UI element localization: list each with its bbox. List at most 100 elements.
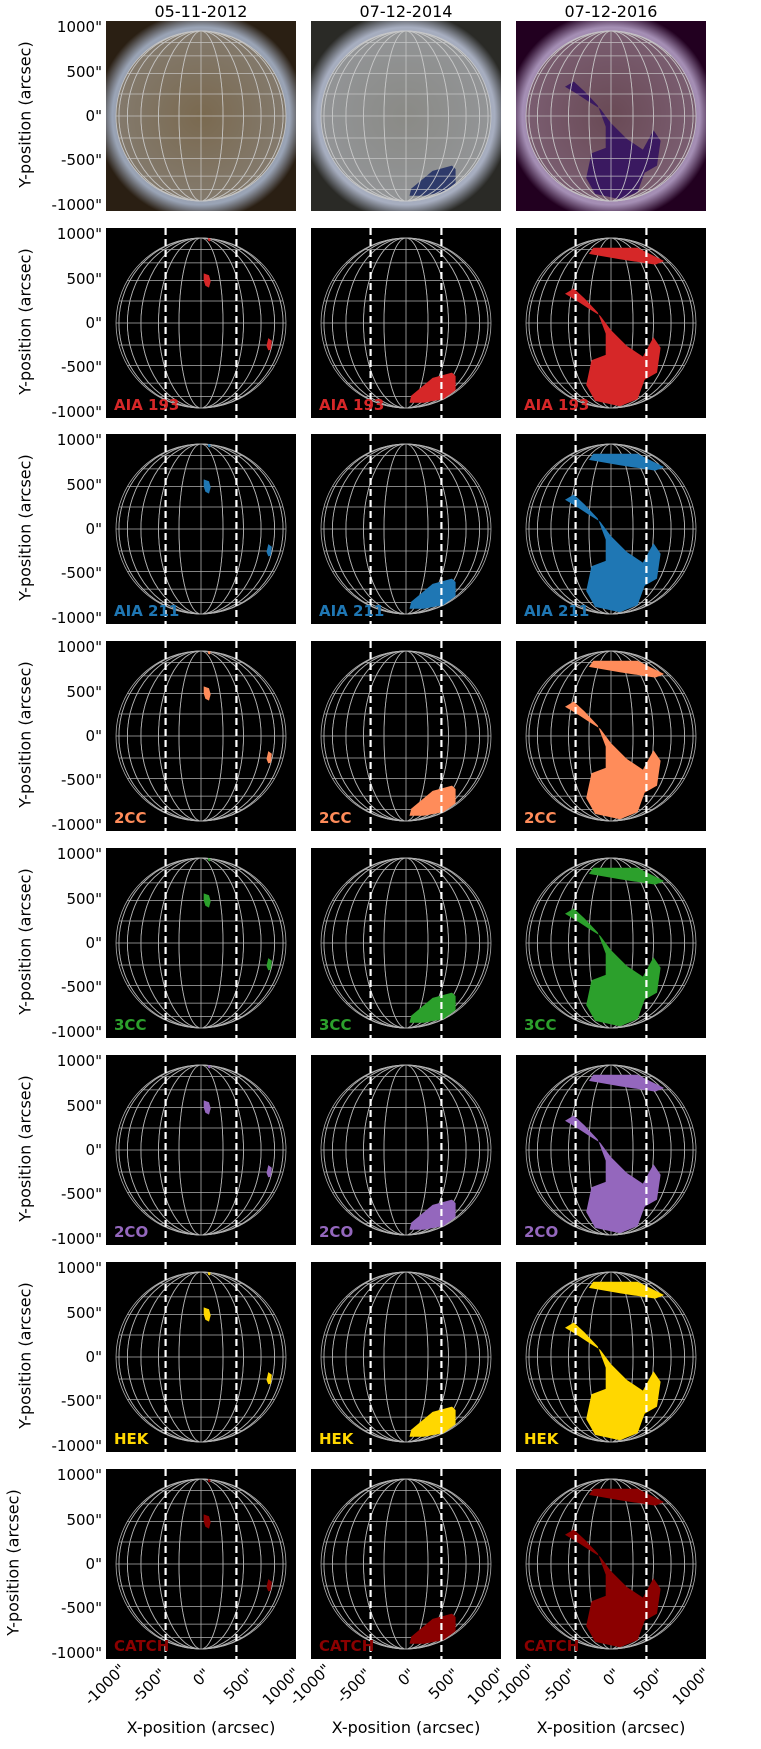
map-panel: CATCH [516,1469,706,1659]
y-tick-label: -1000" [51,1229,103,1248]
coronal-hole-region [203,1307,211,1322]
y-tick-label: 0" [85,1555,102,1573]
map-panel [516,21,706,211]
map-panel: 2CC [311,641,501,831]
coronal-hole-region [565,288,661,407]
map-panel: CATCH [106,1469,296,1659]
y-tick-label: 0" [85,934,102,952]
y-tick-label: -1000" [51,1436,103,1455]
x-tick-label: 500" [630,1665,668,1703]
coronal-hole-region [588,1488,665,1506]
map-panel: 2CO [106,1055,296,1245]
coronal-hole-region [266,1372,272,1385]
y-axis-label: Y-position (arcsec) [3,1489,23,1636]
y-tick-label: 500" [66,682,102,701]
y-tick-label: 500" [66,269,102,288]
y-tick-label: -1000" [51,1022,103,1041]
y-tick-label: 500" [66,1303,102,1322]
coronal-hole-region [266,1579,272,1592]
method-label: AIA 193 [524,396,590,414]
method-label: CATCH [319,1637,375,1655]
coronal-hole-region [266,338,272,351]
map-panel: HEK [516,1262,706,1452]
map-panel: 3CC [311,848,501,1038]
coronal-hole-region [266,751,272,764]
method-label: 2CO [524,1223,559,1241]
coronal-hole-region [203,1514,211,1529]
map-panel: CATCH [311,1469,501,1659]
map-panel: 2CC [106,641,296,831]
coronal-hole-region [565,1322,661,1441]
coronal-hole-region [208,444,211,448]
map-panel: AIA 193 [106,228,296,418]
coronal-hole-region [588,247,665,265]
column-title: 05-11-2012 [154,2,248,21]
coronal-hole-region [266,544,272,557]
coronal-hole-region [588,867,665,885]
y-tick-label: -1000" [51,1643,103,1662]
map-panel: AIA 211 [516,434,706,624]
coronal-hole-region [266,958,272,971]
y-tick-label: 500" [66,475,102,494]
coronal-hole-region [409,1406,456,1437]
coronal-hole-region [565,1115,661,1234]
coronal-hole-region [208,1479,211,1483]
coronal-hole-region [409,372,456,403]
x-tick-label: 1000" [668,1664,714,1709]
coronal-hole-region [565,494,661,613]
y-tick-label: -500" [61,1392,102,1411]
coronal-hole [565,81,661,200]
coronal-hole-region [208,1272,211,1276]
method-label: 2CC [524,809,557,827]
coronal-hole-region [203,686,211,701]
map-panel: HEK [311,1262,501,1452]
y-tick-label: 1000" [56,638,102,657]
x-tick-label: 0" [394,1665,419,1690]
y-tick-label: -500" [61,771,102,790]
y-tick-label: -500" [61,358,102,377]
method-label: AIA 193 [114,396,180,414]
y-tick-label: -500" [61,978,102,997]
map-panel: 2CO [311,1055,501,1245]
method-label: AIA 211 [114,602,180,620]
x-tick-label: 0" [189,1665,214,1690]
coronal-hole-region [203,479,211,494]
x-tick-label: -1000" [81,1660,130,1709]
x-axis-label: X-position (arcsec) [536,1718,686,1737]
x-tick-label: 0" [599,1665,624,1690]
y-tick-label: 0" [85,1348,102,1366]
method-label: 2CO [114,1223,149,1241]
method-label: CATCH [114,1637,170,1655]
y-tick-label: 500" [66,1096,102,1115]
method-label: 3CC [114,1016,147,1034]
method-label: HEK [114,1430,149,1448]
coronal-hole-region [208,651,211,655]
x-tick-label: -500" [332,1665,375,1707]
method-label: 3CC [319,1016,352,1034]
x-axis-label: X-position (arcsec) [126,1718,276,1737]
y-tick-label: 1000" [56,431,102,450]
y-tick-label: -500" [61,564,102,583]
y-tick-label: -500" [61,1599,102,1618]
y-tick-label: 500" [66,62,102,81]
y-tick-label: 0" [85,314,102,332]
coronal-hole-region [203,893,211,908]
y-tick-label: 1000" [56,225,102,244]
coronal-hole-region [565,701,661,820]
method-label: AIA 211 [524,602,590,620]
coronal-hole-region [409,578,456,609]
y-tick-label: -1000" [51,815,103,834]
map-panel: AIA 193 [516,228,706,418]
y-tick-label: 1000" [56,18,102,37]
method-label: HEK [319,1430,354,1448]
y-tick-label: 0" [85,520,102,538]
coronal-hole-region [208,1065,211,1069]
coronal-hole-region [203,273,211,288]
column-title: 07-12-2016 [564,2,658,21]
x-axis-label: X-position (arcsec) [331,1718,481,1737]
map-panel [311,21,501,211]
y-tick-label: 1000" [56,1259,102,1278]
y-tick-label: 500" [66,1510,102,1529]
method-label: 3CC [524,1016,557,1034]
